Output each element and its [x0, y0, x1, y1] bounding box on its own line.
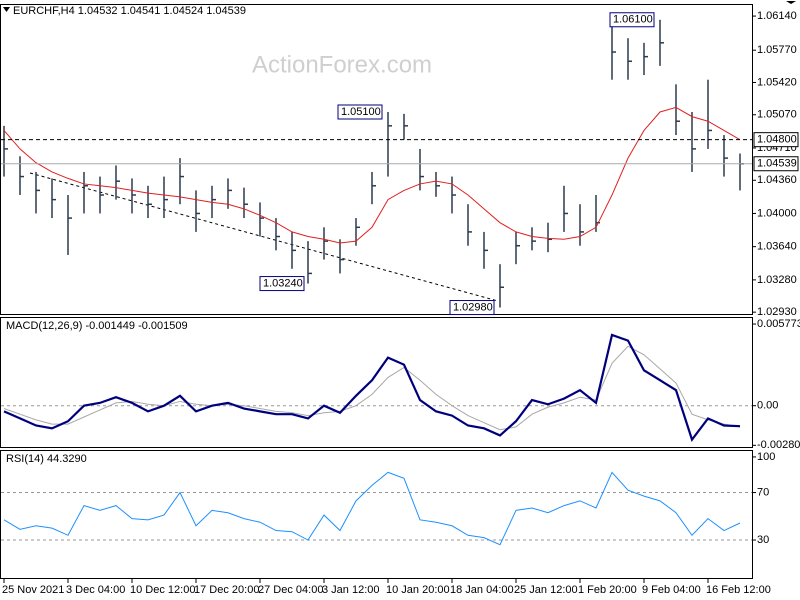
x-tick-label: 3 Jan 12:00	[322, 584, 380, 596]
panel-arrow	[786, 1, 796, 4]
watermark: ActionForex.com	[252, 51, 432, 78]
x-tick-label: 25 Jan 12:00	[514, 584, 578, 596]
y-tick-label: 1.05070	[757, 109, 797, 121]
y-tick-label: 1.06140	[757, 10, 797, 22]
price-line-box	[753, 156, 799, 172]
x-tick-label: 1 Feb 20:00	[578, 584, 637, 596]
x-tick-label: 18 Jan 04:00	[450, 584, 514, 596]
macd-panel-frame	[0, 317, 753, 448]
y-tick-label: 1.05770	[757, 44, 797, 56]
y-tick-label: 0.005773	[757, 318, 800, 330]
annotation-label: 1.05100	[341, 106, 381, 118]
x-tick-label: 10 Dec 12:00	[130, 584, 195, 596]
annotation-label: 1.06100	[613, 14, 653, 26]
price-panel-frame	[0, 4, 753, 315]
x-tick-label: 3 Dec 04:00	[66, 584, 125, 596]
x-tick-label: 9 Feb 04:00	[642, 584, 701, 596]
y-tick-label: 1.02930	[757, 306, 797, 318]
x-tick-label: 17 Dec 20:00	[194, 584, 259, 596]
price-line-box	[753, 132, 799, 148]
price-line-label: 1.04539	[757, 158, 797, 170]
annotation-label: 1.02980	[453, 301, 493, 313]
rsi-line	[3, 471, 741, 546]
rsi-title: RSI(14) 44.3290	[6, 453, 87, 465]
price-title: EURCHF,H4 1.04532 1.04541 1.04524 1.0453…	[13, 5, 246, 17]
rsi-panel-frame	[0, 450, 753, 579]
price-line-label: 1.04800	[757, 134, 797, 146]
y-tick-label: 100	[757, 451, 775, 463]
annotation-box	[259, 276, 305, 292]
y-tick-label: 1.03640	[757, 241, 797, 253]
moving-average	[3, 106, 741, 244]
y-tick-label: 70	[757, 486, 769, 498]
annotation-box	[609, 12, 655, 28]
y-tick-label: 1.04360	[757, 174, 797, 186]
x-tick-label: 16 Feb 12:00	[706, 584, 771, 596]
y-tick-label: 1.05420	[757, 76, 797, 88]
annotation-box	[337, 104, 383, 120]
symbol-icon	[3, 7, 10, 12]
trendline	[29, 172, 499, 302]
annotation-label: 1.03240	[263, 277, 303, 289]
x-tick-label: 25 Nov 2021	[2, 584, 64, 596]
annotation-box	[449, 300, 495, 316]
x-tick-label: 10 Jan 20:00	[386, 584, 450, 596]
y-tick-label: 1.04000	[757, 207, 797, 219]
macd-line	[3, 333, 741, 442]
y-tick-label: 1.03280	[757, 274, 797, 286]
y-tick-label: 0.00	[757, 400, 778, 412]
macd-title: MACD(12,26,9) -0.001449 -0.001509	[6, 320, 188, 332]
y-tick-label: 30	[757, 534, 769, 546]
x-tick-label: 27 Dec 04:00	[258, 584, 323, 596]
